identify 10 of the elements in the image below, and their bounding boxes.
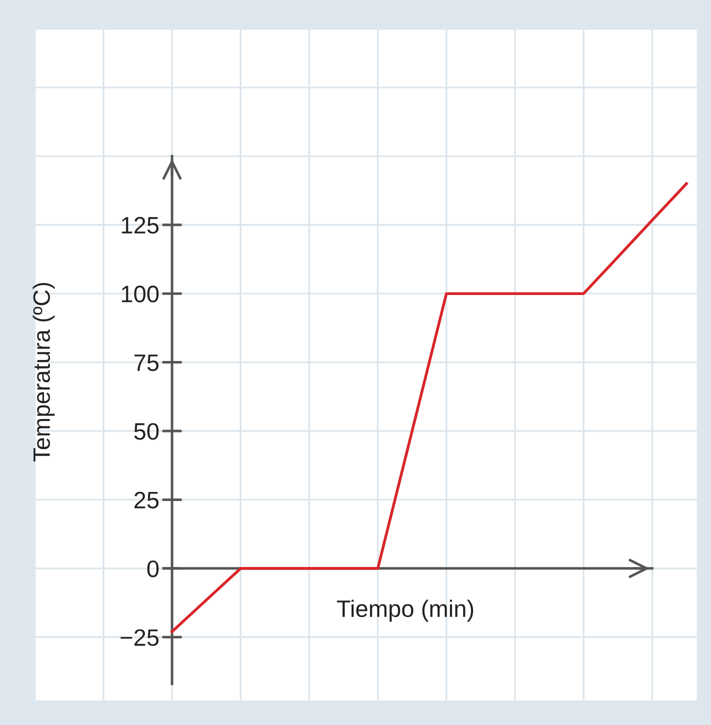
y-tick-label: 125 <box>122 216 159 234</box>
y-tick-label: 100 <box>122 286 159 302</box>
y-axis-title: Temperatura (ºC) <box>32 282 55 462</box>
x-axis-title: Tiempo (min) <box>336 600 474 622</box>
line-series <box>170 182 688 634</box>
y-tick-label: 0 <box>147 560 159 578</box>
y-tick-label: −25 <box>120 629 159 646</box>
y-tick-label: 50 <box>134 423 159 440</box>
y-tick-label: 75 <box>134 354 159 372</box>
y-tick-label: 25 <box>134 492 159 508</box>
